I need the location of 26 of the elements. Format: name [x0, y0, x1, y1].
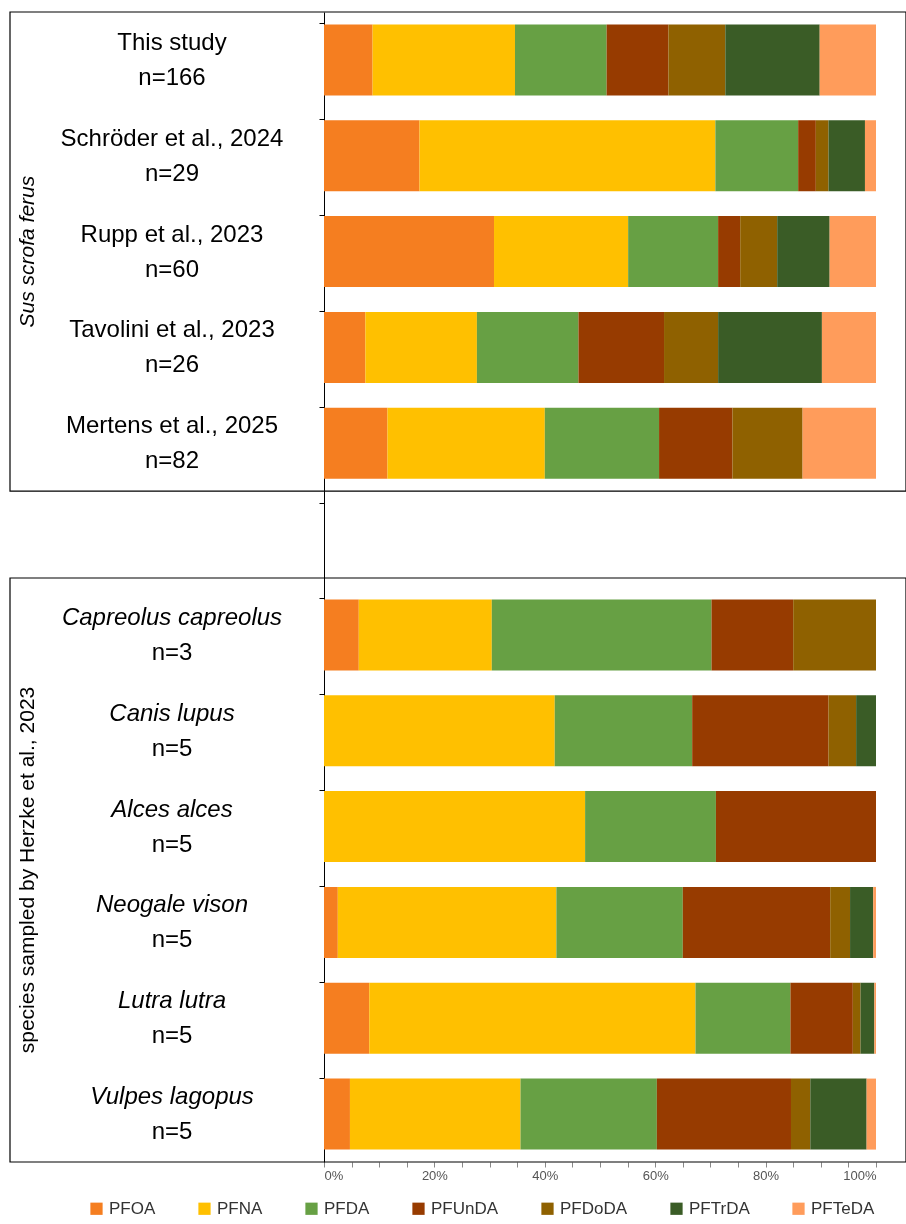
category-label: Mertens et al., 2025 n=82: [65, 411, 279, 474]
category-label: Canis lupus n=5: [109, 698, 235, 761]
x-tick-label: 40%: [532, 1167, 559, 1183]
category-label: Alces alces n=5: [111, 794, 233, 857]
legend-label: PFOA: [109, 1198, 156, 1218]
category-label: Tavolini et al., 2023 n=26: [69, 315, 275, 378]
legend-label: PFTrDA: [689, 1198, 751, 1218]
category-label: Schröder et al., 2024 n=29: [60, 123, 284, 186]
category-label: This study n=166: [117, 27, 227, 90]
x-tick-label: 80%: [753, 1167, 780, 1183]
category-label: Vulpes lagopus n=5: [90, 1082, 254, 1145]
category-label: Lutra lutra n=5: [117, 986, 227, 1049]
x-tick-label: 0%: [324, 1167, 344, 1183]
legend-label: PFTeDA: [811, 1198, 875, 1218]
legend-label: PFNA: [217, 1198, 263, 1218]
category-label: Capreolus capreolus n=3: [61, 602, 283, 665]
category-label: Neogale vison n=5: [95, 890, 249, 953]
text: Sus scrofa ferus: [15, 175, 38, 328]
legend-label: PFUnDA: [431, 1198, 499, 1218]
x-tick-label: 100%: [843, 1167, 877, 1183]
x-tick-label: 60%: [642, 1167, 670, 1183]
text: species sampled by Herzke et al., 2023: [15, 686, 38, 1054]
x-tick-label: 20%: [421, 1167, 449, 1183]
legend-label: PFDA: [324, 1198, 370, 1218]
category-label: Rupp et al., 2023 n=60: [80, 219, 264, 282]
legend-label: PFDoDA: [560, 1198, 628, 1218]
